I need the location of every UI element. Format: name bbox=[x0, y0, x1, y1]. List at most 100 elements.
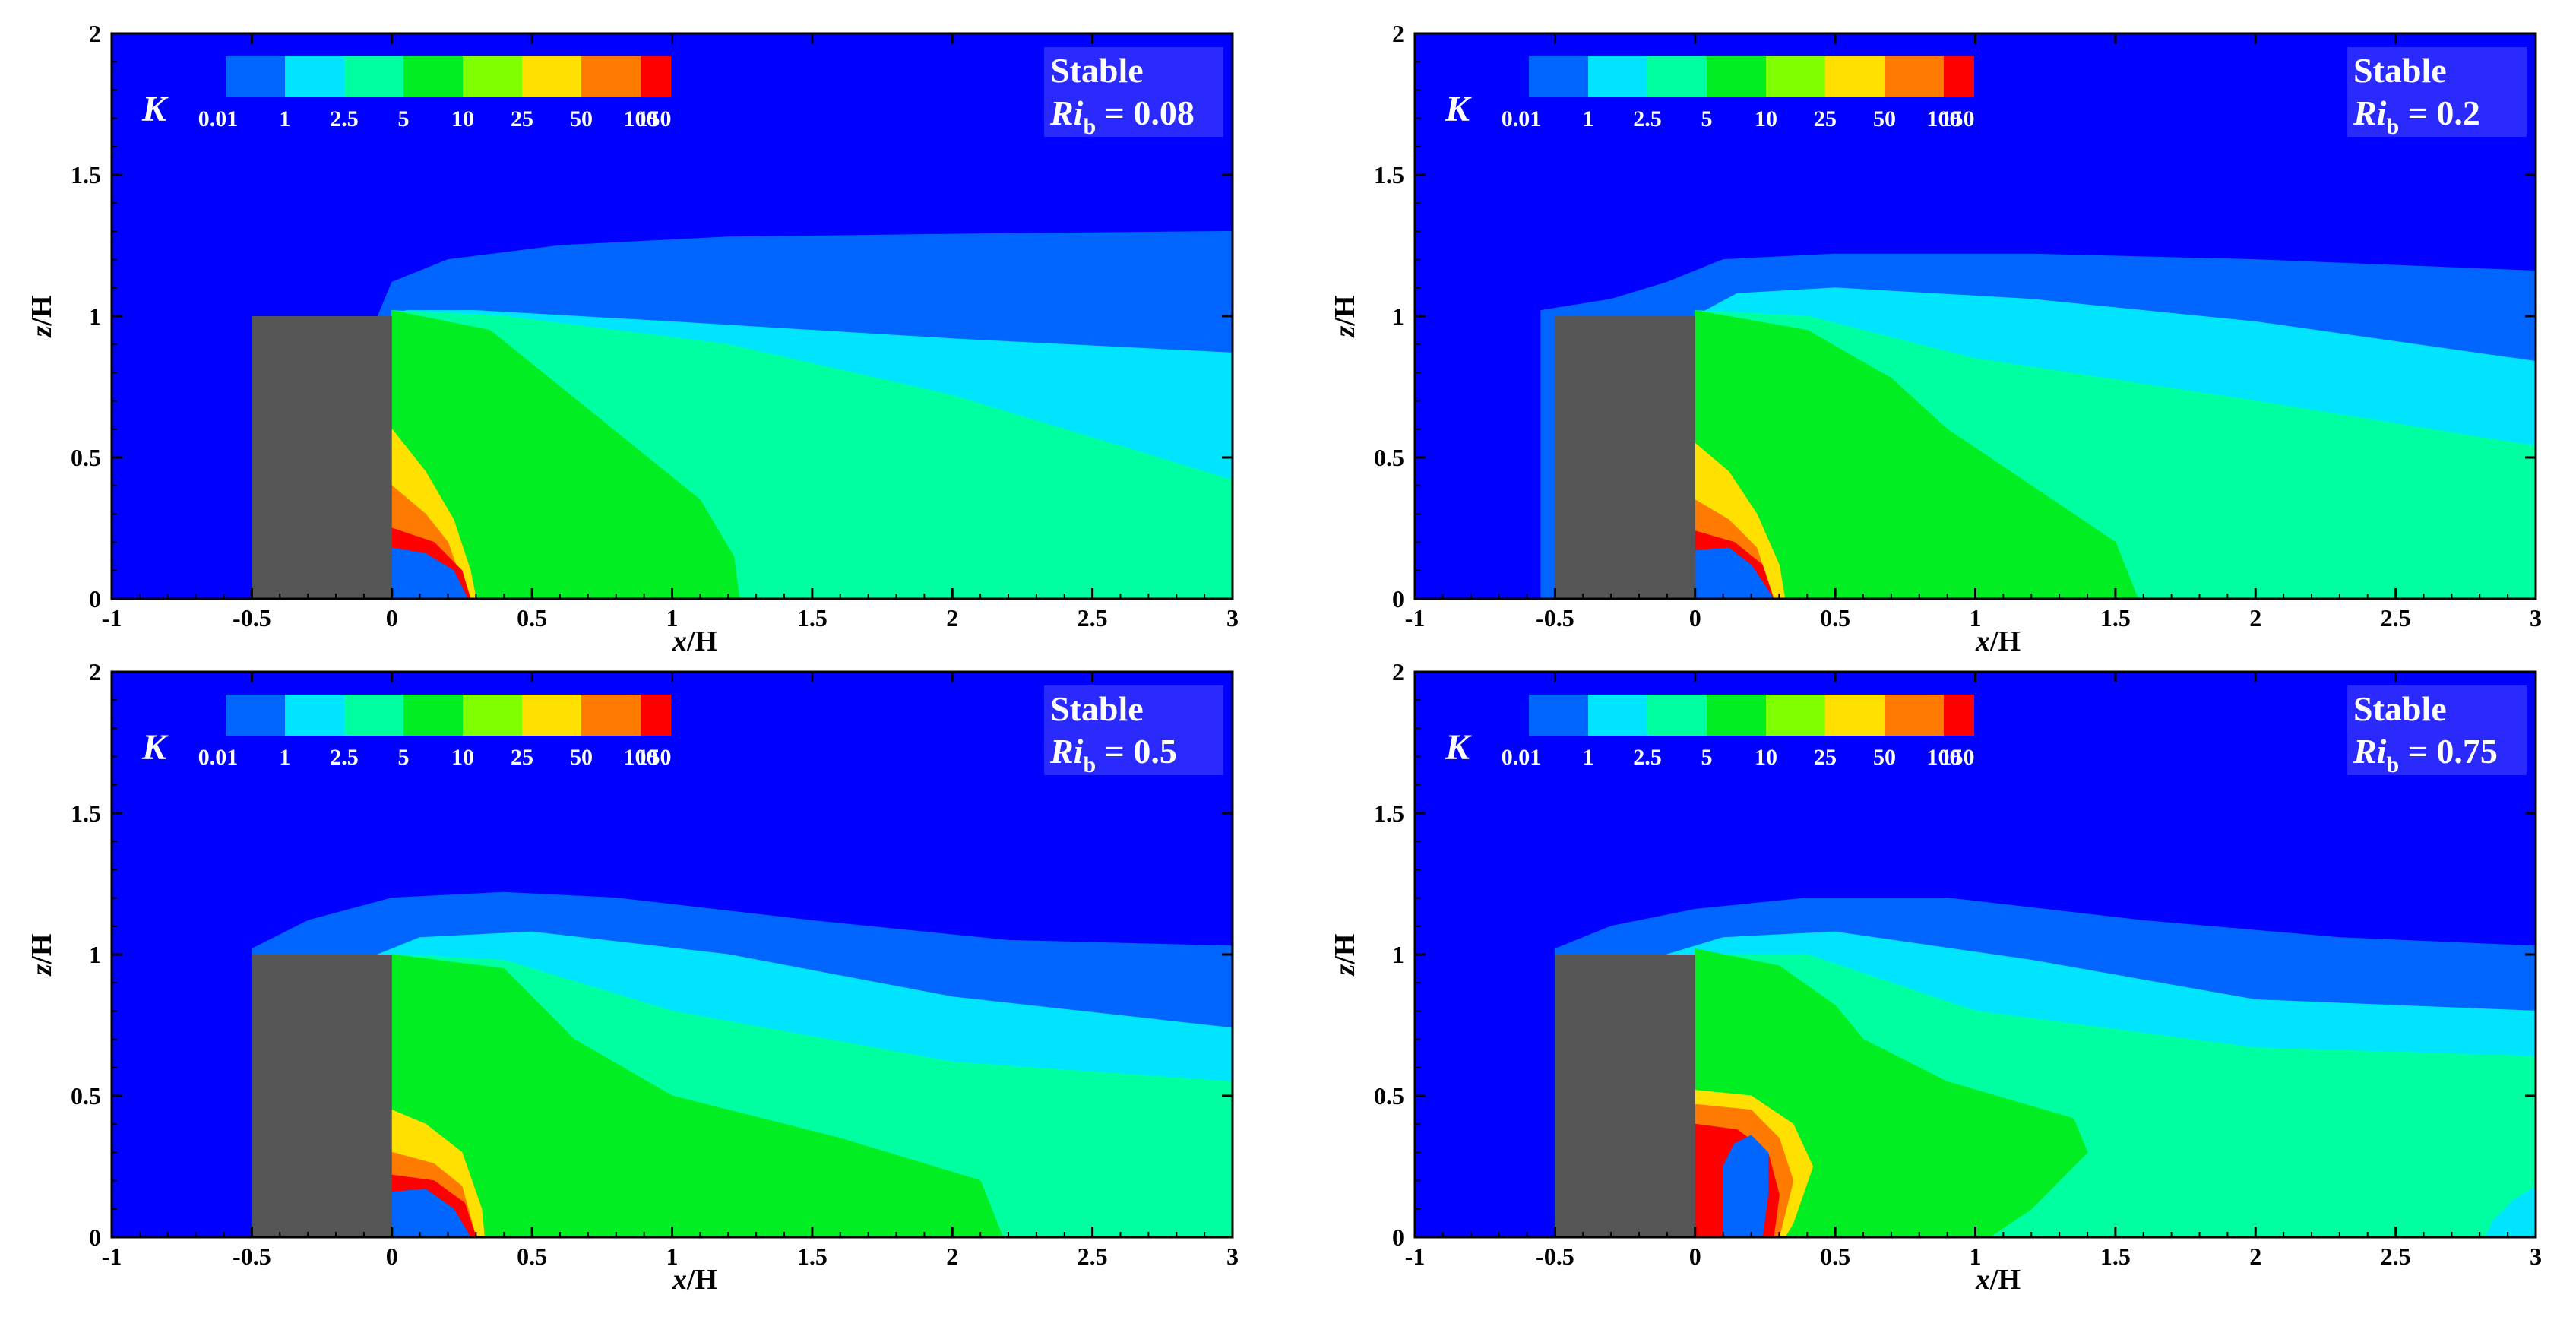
colorbar-swatch bbox=[285, 695, 344, 736]
y-tick-label: 1 bbox=[89, 302, 101, 330]
ri-symbol: Ri bbox=[1049, 93, 1084, 132]
x-tick-label: 0.5 bbox=[517, 1243, 547, 1270]
x-tick-label: -0.5 bbox=[1536, 604, 1574, 632]
colorbar-swatch bbox=[1588, 695, 1647, 736]
x-tick-label: 0 bbox=[1689, 604, 1701, 632]
colorbar-label: 1 bbox=[280, 745, 291, 770]
colorbar-label: 100 bbox=[1927, 106, 1961, 131]
y-axis-label: z/H bbox=[1329, 934, 1361, 977]
colorbar-label: 25 bbox=[1814, 745, 1837, 770]
annotation-box bbox=[2347, 47, 2527, 137]
colorbar-swatch bbox=[1529, 695, 1588, 736]
colorbar-label: 1 bbox=[1583, 745, 1594, 770]
panel-2: -1 -0.5 0 0.5 1 1.5 2 2.5 300.511.52x/Hz/HK 0.01 1… bbox=[1329, 20, 2542, 657]
x-tick-label: 2.5 bbox=[1078, 604, 1108, 632]
colorbar-label: 0.01 bbox=[198, 106, 239, 131]
colorbar-swatch bbox=[1825, 695, 1885, 736]
colorbar-swatch bbox=[1885, 695, 1944, 736]
colorbar-label: 50 bbox=[570, 745, 593, 770]
colorbar-swatch bbox=[1766, 56, 1825, 97]
colorbar-swatch bbox=[1588, 56, 1647, 97]
x-tick-label: 2.5 bbox=[1078, 1243, 1108, 1270]
y-axis-label-var: z bbox=[26, 325, 58, 338]
x-tick-label: 1.5 bbox=[797, 604, 828, 632]
contour-region-150 bbox=[1695, 547, 1774, 599]
colorbar-label: 10 bbox=[451, 745, 474, 770]
colorbar-label: 5 bbox=[1701, 106, 1713, 131]
colorbar-swatch bbox=[1647, 56, 1707, 97]
colorbar-swatch bbox=[344, 56, 403, 97]
x-tick-label: 2 bbox=[2249, 1243, 2261, 1270]
colorbar-label: 10 bbox=[1755, 745, 1777, 770]
x-axis-label-rest: /H bbox=[1989, 1264, 2021, 1296]
y-tick-label: 1 bbox=[89, 941, 101, 968]
colorbar-swatch bbox=[1707, 56, 1766, 97]
x-axis-label: x/H bbox=[672, 625, 717, 657]
x-tick-label: 2 bbox=[946, 1243, 958, 1270]
colorbar-label: 100 bbox=[624, 745, 658, 770]
y-tick-label: 0.5 bbox=[71, 444, 101, 471]
ri-subscript: b bbox=[2386, 752, 2399, 777]
y-tick-label: 1.5 bbox=[71, 161, 101, 188]
ri-value: = 0.2 bbox=[2399, 93, 2480, 132]
x-axis-label-var: x bbox=[672, 625, 687, 657]
x-tick-label: 3 bbox=[1226, 1243, 1239, 1270]
x-tick-label: 3 bbox=[1226, 604, 1239, 632]
colorbar-label: 150 bbox=[638, 745, 672, 770]
variable-symbol: K bbox=[141, 727, 169, 768]
x-tick-label: 1.5 bbox=[2100, 1243, 2131, 1270]
ri-value: = 0.5 bbox=[1096, 732, 1177, 771]
x-axis-label-rest: /H bbox=[1989, 625, 2021, 657]
contour-regions bbox=[1540, 253, 2536, 599]
variable-symbol: K bbox=[1445, 727, 1472, 768]
colorbar-label: 100 bbox=[1927, 745, 1961, 770]
colorbar-swatch bbox=[1944, 56, 1974, 97]
y-tick-label: 0.5 bbox=[1374, 444, 1404, 471]
x-tick-label: 2 bbox=[2249, 604, 2261, 632]
x-tick-label: 1 bbox=[666, 1243, 679, 1270]
contour-region-5 bbox=[391, 954, 1004, 1237]
colorbar-swatch bbox=[403, 56, 463, 97]
x-axis-label-var: x bbox=[1975, 1264, 1990, 1296]
contour-regions bbox=[1554, 898, 2536, 1237]
colorbar-swatch bbox=[344, 695, 403, 736]
x-tick-label: 1.5 bbox=[2100, 604, 2131, 632]
colorbar-label: 0.01 bbox=[198, 745, 239, 770]
y-tick-label: 0 bbox=[89, 1224, 101, 1251]
stability-label: Stable bbox=[1050, 51, 1144, 90]
x-tick-label: 2.5 bbox=[2381, 1243, 2411, 1270]
y-tick-label: 2 bbox=[89, 658, 101, 685]
colorbar-swatch bbox=[1944, 695, 1974, 736]
x-tick-label: 0 bbox=[1689, 1243, 1701, 1270]
contour-region-1 bbox=[2485, 1186, 2536, 1237]
ri-symbol: Ri bbox=[2353, 732, 2387, 771]
x-tick-label: -0.5 bbox=[1536, 1243, 1574, 1270]
y-axis-label: z/H bbox=[26, 934, 58, 977]
x-tick-label: 1 bbox=[666, 604, 679, 632]
colorbar-label: 25 bbox=[511, 106, 533, 131]
panel-3: -1 -0.5 0 0.5 1 1.5 2 2.5 300.511.52x/Hz/HK 0.01 1… bbox=[26, 658, 1239, 1296]
richardson-label: Rib = 0.2 bbox=[2353, 93, 2480, 139]
x-tick-label: -1 bbox=[102, 604, 122, 632]
colorbar-label: 10 bbox=[451, 106, 474, 131]
y-axis-label-var: z bbox=[1329, 964, 1361, 977]
colorbar-label: 150 bbox=[638, 106, 672, 131]
y-tick-label: 0.5 bbox=[1374, 1082, 1404, 1110]
x-tick-label: -1 bbox=[102, 1243, 122, 1270]
x-axis-label: x/H bbox=[1975, 1264, 2021, 1296]
stability-label: Stable bbox=[1050, 689, 1144, 728]
y-tick-label: 0 bbox=[1392, 585, 1404, 613]
colorbar-swatch bbox=[1885, 56, 1944, 97]
colorbar-swatch bbox=[581, 695, 641, 736]
x-tick-label: 0 bbox=[386, 1243, 398, 1270]
colorbar-swatch bbox=[1825, 56, 1885, 97]
y-tick-label: 1.5 bbox=[71, 799, 101, 827]
x-tick-label: -1 bbox=[1405, 1243, 1426, 1270]
colorbar-swatch bbox=[1647, 695, 1707, 736]
x-tick-label: 2 bbox=[946, 604, 958, 632]
y-tick-label: 0.5 bbox=[71, 1082, 101, 1110]
